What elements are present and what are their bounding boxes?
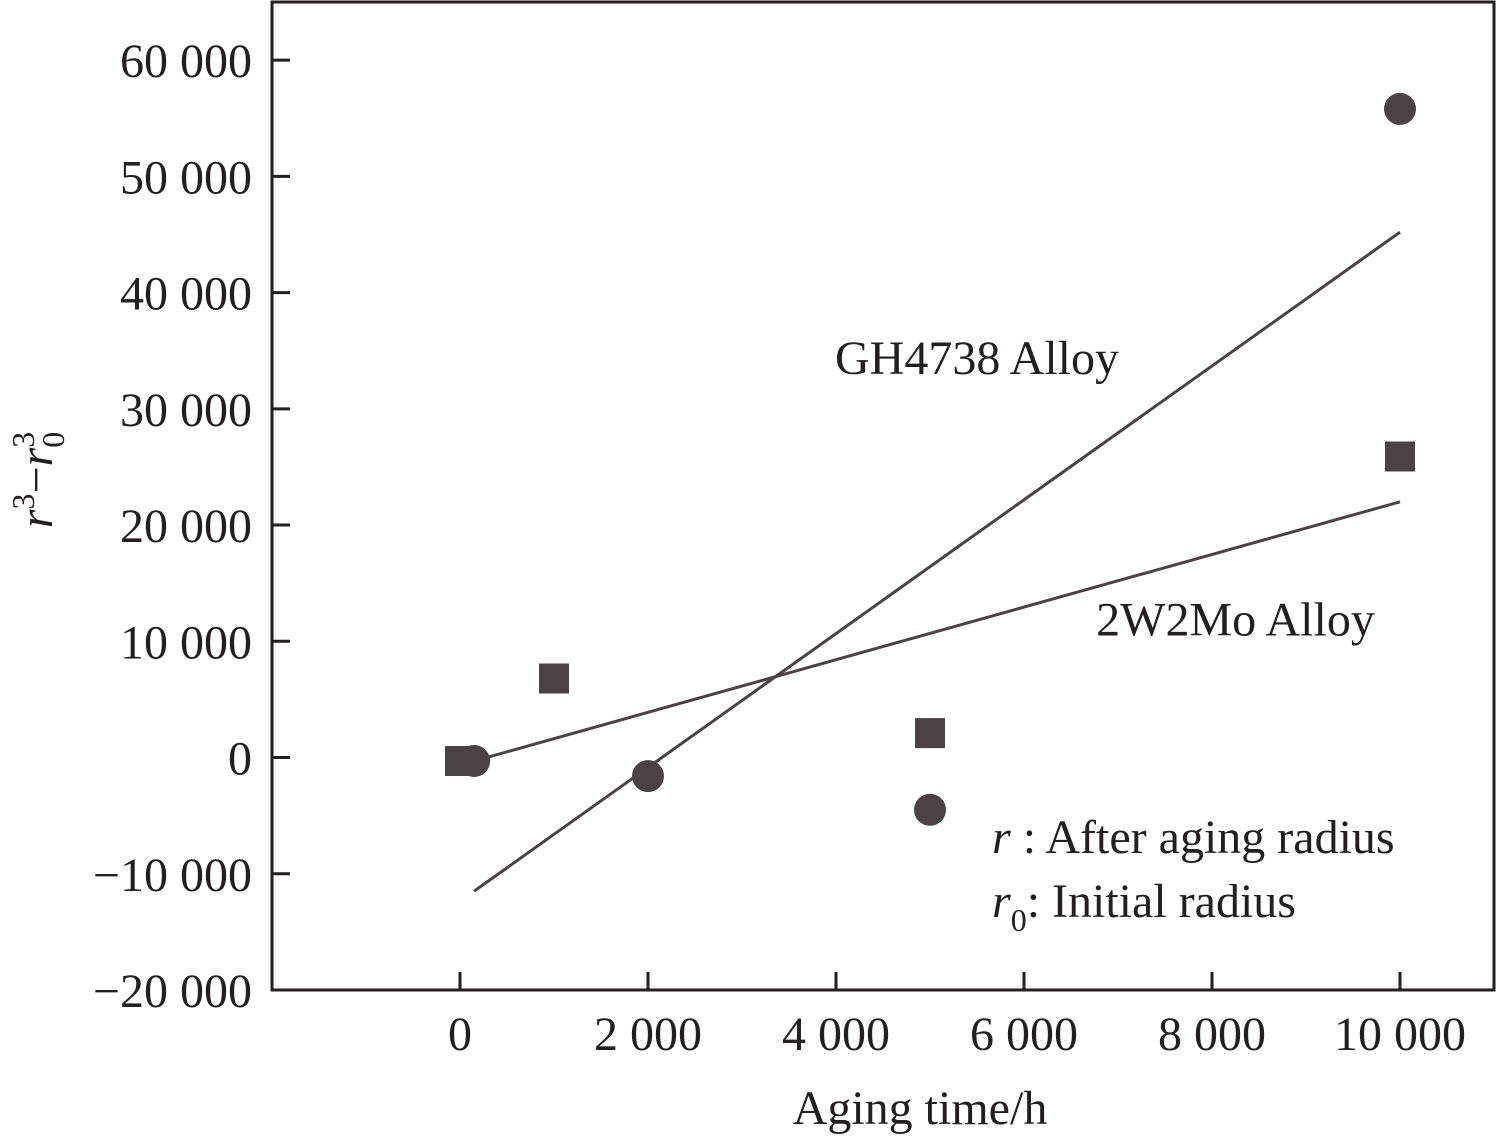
y-tick-label: 0 [228, 733, 252, 786]
data-points [445, 92, 1416, 826]
y-tick-label: 50 000 [120, 151, 252, 204]
series-label-circle: GH4738 Alloy [835, 332, 1119, 385]
x-axis: 0 2 000 4 000 6 000 8 000 10 000 [448, 972, 1466, 1061]
y-tick-label: 40 000 [120, 268, 252, 321]
x-tick-label: 0 [448, 1008, 472, 1061]
data-point-square [445, 746, 475, 777]
y-tick-label: −20 000 [93, 965, 252, 1018]
fit-line-circle [473, 230, 1401, 893]
data-point-circle [914, 793, 946, 826]
note-after-aging-radius: r : After aging radius [992, 811, 1395, 864]
data-point-circle [1384, 92, 1416, 125]
y-axis-title: r3−r03 [5, 432, 71, 528]
y-tick-label: 20 000 [120, 500, 252, 553]
data-point-square [539, 663, 569, 694]
series-label-square: 2W2Mo Alloy [1096, 593, 1375, 646]
x-tick-label: 6 000 [970, 1008, 1078, 1061]
x-tick-label: 4 000 [782, 1008, 890, 1061]
x-tick-label: 2 000 [594, 1008, 702, 1061]
data-point-square [915, 718, 945, 749]
fit-lines [473, 230, 1401, 893]
x-axis-title: Aging time/h [793, 1082, 1048, 1135]
x-tick-label: 10 000 [1334, 1008, 1466, 1061]
data-point-circle [632, 760, 664, 793]
y-tick-label: 30 000 [120, 384, 252, 437]
series-labels: GH4738 Alloy 2W2Mo Alloy [835, 332, 1375, 647]
x-tick-label: 8 000 [1158, 1008, 1266, 1061]
data-point-square [1385, 441, 1415, 472]
fit-line-square [473, 500, 1401, 763]
y-tick-label: 10 000 [120, 616, 252, 669]
plot-frame [270, 0, 1496, 992]
y-tick-label: −10 000 [93, 849, 252, 902]
note-initial-radius: r0: Initial radius [992, 875, 1296, 938]
y-axis: −20 000 −10 000 0 10 000 20 000 30 000 40 000 5… [93, 35, 290, 1018]
y-tick-label: 60 000 [120, 35, 252, 88]
